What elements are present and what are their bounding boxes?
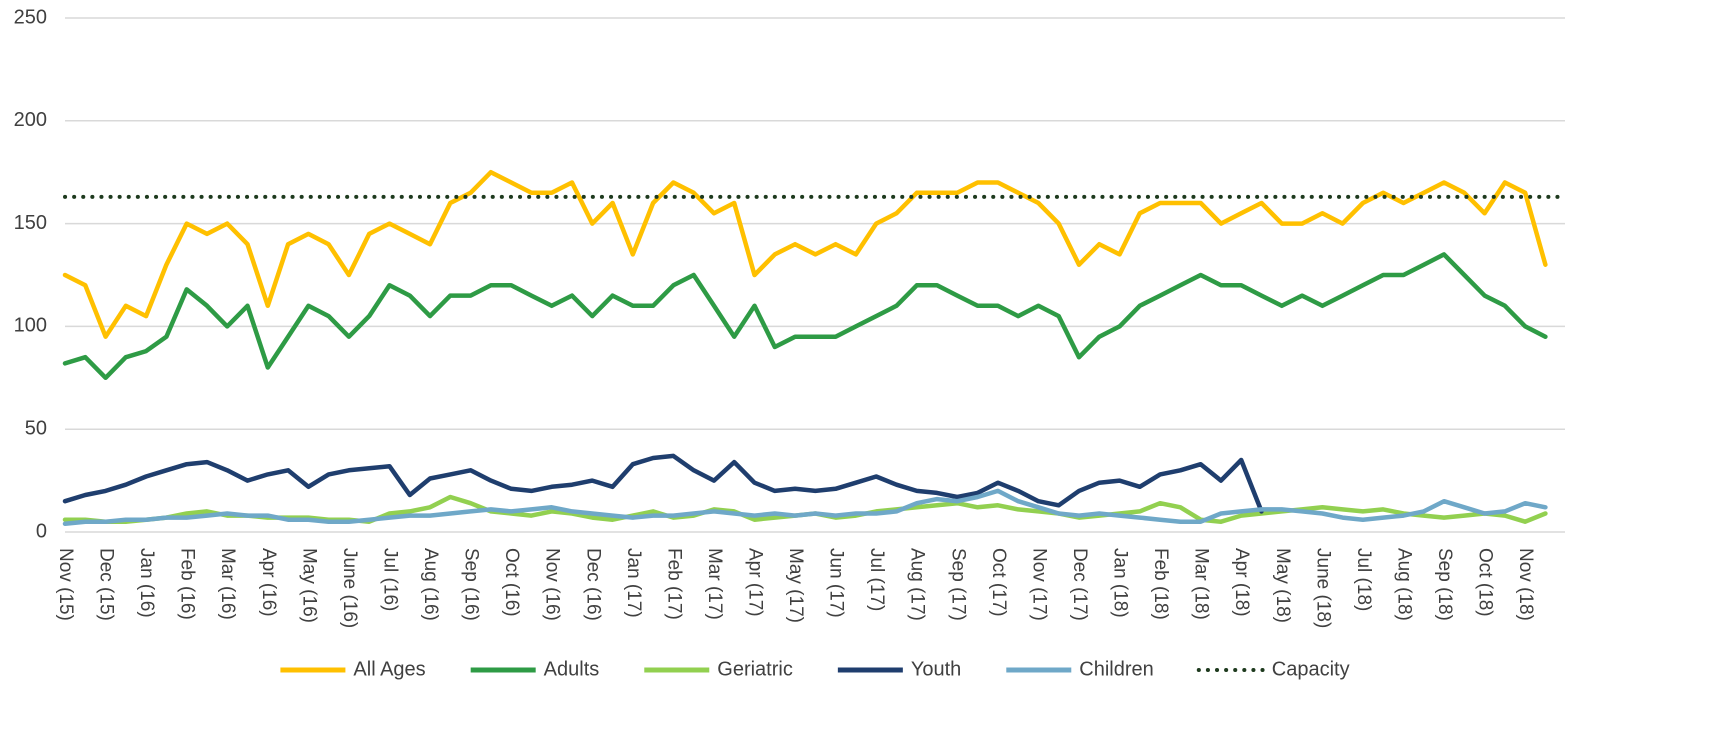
- series-line: [62, 488, 1548, 527]
- x-tick-label: May (17): [785, 548, 806, 623]
- x-tick-label: Mar (18): [1191, 548, 1212, 620]
- x-tick-label: Nov (17): [1028, 548, 1049, 621]
- x-tick-label: Apr (16): [258, 548, 279, 617]
- x-tick-label: Aug (17): [907, 548, 928, 621]
- x-tick-label: June (18): [1312, 548, 1333, 628]
- x-tick-label: Sep (18): [1434, 548, 1455, 621]
- y-tick-label: 200: [14, 109, 47, 131]
- x-tick-label: Feb (18): [1150, 548, 1171, 620]
- x-tick-label: Mar (16): [217, 548, 238, 620]
- x-tick-label: Aug (16): [420, 548, 441, 621]
- x-tick-label: Oct (16): [501, 548, 522, 617]
- series-line: [62, 252, 1548, 381]
- legend-label: Geriatric: [717, 658, 793, 680]
- x-tick-label: Nov (16): [542, 548, 563, 621]
- x-tick-label: Dec (17): [1069, 548, 1090, 621]
- y-tick-label: 50: [25, 417, 47, 439]
- x-tick-label: Dec (15): [96, 548, 117, 621]
- y-tick-label: 150: [14, 212, 47, 234]
- legend-label: All Ages: [353, 658, 425, 680]
- x-tick-label: June (16): [339, 548, 360, 628]
- legend-label: Youth: [911, 658, 961, 680]
- x-tick-label: Mar (17): [704, 548, 725, 620]
- x-tick-label: Dec (16): [582, 548, 603, 621]
- x-tick-label: Jul (18): [1353, 548, 1374, 611]
- x-tick-label: May (18): [1272, 548, 1293, 623]
- x-tick-label: Sep (17): [947, 548, 968, 621]
- legend-label: Children: [1079, 658, 1153, 680]
- x-tick-label: Jul (16): [379, 548, 400, 611]
- x-tick-label: Oct (18): [1475, 548, 1496, 617]
- y-tick-label: 0: [36, 520, 47, 542]
- series-line: [62, 169, 1548, 339]
- legend: All Ages Adults Geriatric Youth Children Capa…: [280, 658, 1350, 680]
- x-tick-label: Jul (17): [866, 548, 887, 611]
- x-tick-label: Aug (18): [1393, 548, 1414, 621]
- x-tick-label: May (16): [298, 548, 319, 623]
- series-line: [62, 453, 1264, 514]
- x-tick-label: Oct (17): [988, 548, 1009, 617]
- legend-label: Adults: [544, 658, 600, 680]
- x-tick-label: Apr (17): [745, 548, 766, 617]
- x-tick-label: Nov (15): [55, 548, 76, 621]
- legend-label: Capacity: [1272, 658, 1350, 680]
- x-tick-label: Nov (18): [1515, 548, 1536, 621]
- x-tick-label: Sep (16): [461, 548, 482, 621]
- x-tick-label: Jan (18): [1110, 548, 1131, 618]
- x-tick-label: Jan (16): [136, 548, 157, 618]
- y-tick-label: 250: [14, 6, 47, 28]
- x-tick-label: Feb (16): [177, 548, 198, 620]
- x-tick-label: Jan (17): [623, 548, 644, 618]
- x-tick-label: Apr (18): [1231, 548, 1252, 617]
- y-tick-label: 100: [14, 315, 47, 337]
- x-tick-label: Jun (17): [826, 548, 847, 618]
- x-tick-label: Feb (17): [663, 548, 684, 620]
